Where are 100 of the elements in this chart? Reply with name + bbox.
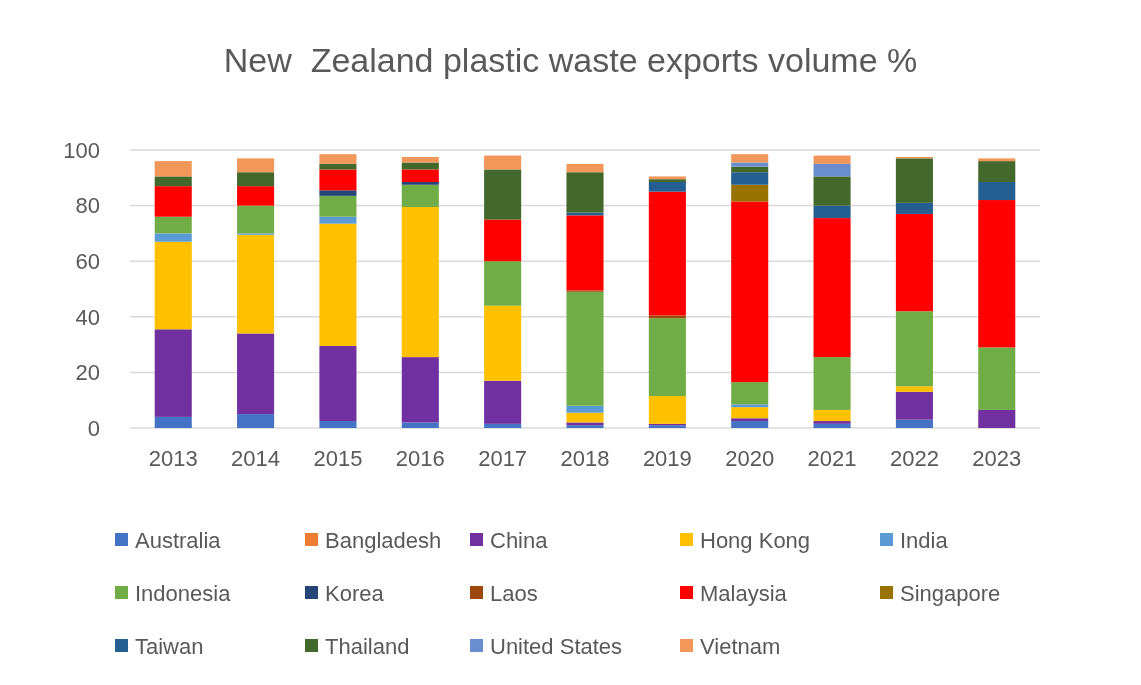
bar <box>154 416 192 428</box>
bar <box>731 201 769 383</box>
bar <box>978 347 1016 410</box>
bar <box>813 409 851 422</box>
x-tick-label: 2019 <box>642 446 692 471</box>
bar <box>401 357 439 423</box>
bar <box>813 176 851 206</box>
bar <box>319 421 357 428</box>
y-tick-label: 40 <box>75 304 100 330</box>
bar <box>484 169 522 220</box>
legend-label: Thailand <box>325 633 410 659</box>
bar <box>731 162 769 167</box>
bar <box>484 155 522 170</box>
bar <box>401 422 439 428</box>
bar <box>813 421 851 424</box>
bar <box>895 386 933 392</box>
y-tick-label: 0 <box>87 415 100 441</box>
bar <box>813 423 851 428</box>
bar <box>484 219 522 262</box>
bar <box>566 172 604 213</box>
bar <box>319 223 357 346</box>
bar <box>895 158 933 203</box>
y-tick-label: 20 <box>75 360 100 386</box>
bar <box>154 176 192 187</box>
y-tick-label: 80 <box>75 193 100 219</box>
bar <box>319 345 357 422</box>
y-tick-label: 100 <box>63 137 100 163</box>
bar <box>813 155 851 164</box>
bar <box>319 169 357 191</box>
bar <box>237 172 275 187</box>
x-tick-label: 2018 <box>560 446 610 471</box>
y-tick-label: 60 <box>75 248 100 274</box>
bar <box>319 190 357 196</box>
bar <box>978 200 1016 348</box>
legend-label: China <box>490 527 549 553</box>
bar <box>895 419 933 428</box>
bar <box>813 205 851 219</box>
x-tick-label: 2014 <box>231 446 281 471</box>
bar <box>895 202 933 214</box>
bar <box>895 311 933 387</box>
bar <box>154 161 192 177</box>
legend-label: India <box>900 527 949 553</box>
bar <box>484 261 522 306</box>
bar <box>813 163 851 177</box>
bar <box>401 169 439 182</box>
x-tick-label: 2021 <box>807 446 857 471</box>
bar <box>648 315 686 319</box>
legend-label: Bangladesh <box>325 527 442 553</box>
bar <box>731 154 769 163</box>
bar <box>813 218 851 358</box>
legend-label: Korea <box>325 580 385 606</box>
bar <box>319 216 357 224</box>
bar <box>731 418 769 422</box>
legend-label: Indonesia <box>135 580 232 606</box>
bar <box>319 154 357 164</box>
bar <box>319 163 357 170</box>
x-tick-label: 2023 <box>972 446 1022 471</box>
bar <box>401 206 439 358</box>
bar <box>648 396 686 424</box>
bar <box>813 357 851 410</box>
bar <box>895 391 933 420</box>
legend-label: Australia <box>135 527 222 553</box>
bar <box>731 382 769 405</box>
bar <box>566 215 604 291</box>
bar <box>237 414 275 428</box>
legend-label: Taiwan <box>135 633 204 659</box>
bar <box>731 407 769 419</box>
bar <box>648 181 686 192</box>
bar <box>731 184 769 202</box>
bar <box>237 333 275 415</box>
bar <box>237 205 275 234</box>
legend-label: Singapore <box>900 580 1001 606</box>
bar <box>648 191 686 316</box>
x-tick-label: 2022 <box>889 446 939 471</box>
bar <box>154 186 192 217</box>
bar <box>978 409 1016 428</box>
bar <box>154 216 192 234</box>
bar <box>401 181 439 185</box>
bar <box>731 166 769 173</box>
bar <box>484 305 522 381</box>
bar <box>566 163 604 173</box>
bar <box>566 405 604 413</box>
x-tick-label: 2015 <box>313 446 363 471</box>
bar <box>566 291 604 406</box>
x-tick-label: 2017 <box>478 446 528 471</box>
bar <box>401 156 439 163</box>
bar <box>154 329 192 417</box>
bar <box>237 234 275 334</box>
bar <box>237 186 275 206</box>
bar <box>895 213 933 312</box>
bar <box>731 404 769 408</box>
bar <box>978 161 1016 182</box>
chart-title: New Zealand plastic waste exports volume % <box>223 41 918 79</box>
bar <box>154 241 192 330</box>
bar <box>484 380 522 424</box>
bar <box>401 184 439 207</box>
bar <box>978 158 1016 162</box>
bar <box>154 233 192 242</box>
x-tick-label: 2020 <box>725 446 775 471</box>
legend-label: Hong Kong <box>700 527 811 553</box>
